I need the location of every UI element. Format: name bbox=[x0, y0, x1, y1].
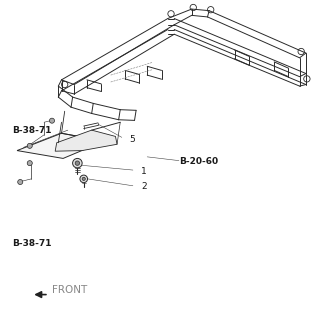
Text: B-38-71: B-38-71 bbox=[12, 239, 52, 248]
Circle shape bbox=[27, 161, 32, 166]
Text: FRONT: FRONT bbox=[52, 284, 87, 294]
Text: B-20-60: B-20-60 bbox=[179, 157, 218, 166]
Text: 5: 5 bbox=[130, 135, 136, 144]
Circle shape bbox=[18, 180, 23, 185]
Polygon shape bbox=[55, 130, 117, 151]
Circle shape bbox=[73, 158, 82, 168]
Circle shape bbox=[82, 177, 85, 180]
Text: 1: 1 bbox=[141, 166, 147, 175]
Circle shape bbox=[27, 143, 32, 148]
Polygon shape bbox=[17, 133, 104, 158]
Circle shape bbox=[75, 161, 79, 165]
Circle shape bbox=[80, 175, 88, 183]
Text: B-38-71: B-38-71 bbox=[12, 126, 52, 135]
Text: 2: 2 bbox=[141, 182, 147, 191]
Circle shape bbox=[49, 118, 55, 123]
